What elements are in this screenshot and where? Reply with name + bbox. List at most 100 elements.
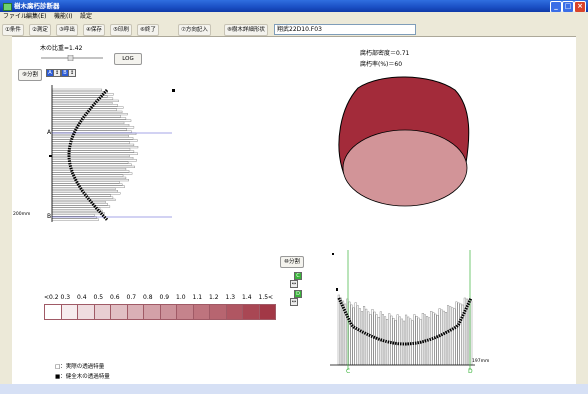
profile-bar [51,187,116,190]
healthy-horizontal-curve [337,297,473,346]
color-scale-label: 1.4 [242,294,252,301]
toolbar-tree-shape-button[interactable]: ⑧樹木詳細形状 [224,24,268,36]
spin-d-value[interactable]: D [294,290,302,298]
density-slider[interactable] [40,55,104,61]
color-scale-label: 0.7 [126,294,137,301]
profile-bar [51,178,129,182]
profile-bar [51,150,135,153]
decay-area-shape [342,129,468,207]
profile-bar [377,317,380,366]
profile-bar [442,310,445,366]
profile-bar [51,119,132,122]
wood-density-label: 木の比重=1.42 [40,45,83,52]
profile-bar [400,318,403,366]
profile-bar [51,156,134,160]
color-scale-label: 1.1 [192,294,203,301]
profile-bar [51,218,99,221]
color-scale-cell [126,304,144,320]
app-icon [3,3,12,11]
marker-d-label: D [468,368,473,375]
profile-bar [467,299,471,366]
profile-bar [339,297,343,366]
legend-actual: □：実際の透過特量 [55,364,105,370]
profile-bar [51,154,130,157]
profile-bar [51,209,103,212]
profile-bar [51,185,125,188]
log-button[interactable]: LOG [114,53,142,65]
spin-b-arrows[interactable]: ↕ [68,69,76,77]
profile-bar [51,121,125,124]
profile-bar [51,203,108,206]
color-scale-cell [159,304,177,320]
profile-bar [365,308,368,366]
profile-bar [51,90,108,94]
decay-density-text: 腐朽部密度＝0.71 [360,50,410,57]
profile-bar [51,99,119,102]
profile-bar [457,302,460,366]
spin-d-arrows[interactable]: ↔ [290,298,298,306]
profile-bar [440,309,443,366]
toolbar-conditions-button[interactable]: ①条件 [2,24,24,36]
color-scale-cell [258,304,276,320]
color-scale-cell [143,304,161,320]
toolbar-exit-button[interactable]: ⑥終了 [137,24,159,36]
profile-bar [337,294,340,366]
horizontal-profile-chart [330,250,475,370]
menu-function[interactable]: 機能(I) [54,13,73,20]
profile-bar [459,303,462,366]
color-scale-cell [60,304,78,320]
profile-bar [51,104,118,107]
split-button-bottom[interactable]: ⑩分割 [280,256,304,268]
profile-bar [51,207,101,210]
right-frame [576,36,588,384]
trunk-cross-section [338,76,470,207]
toolbar-load-button[interactable]: ③呼出 [56,24,78,36]
profile-bar [455,301,458,366]
profile-bar [421,313,424,366]
menu-file[interactable]: ファイル [3,13,28,20]
menu-settings[interactable]: 設定 [80,13,93,20]
profile-bar [51,97,114,100]
profile-bar [51,146,139,149]
profile-bar [409,318,412,366]
profile-bar [51,108,117,111]
color-scale-label: 1.0 [176,294,186,301]
spin-c-value[interactable]: C [294,272,302,280]
color-scale-cell [44,304,62,320]
spin-c-arrows[interactable]: ↔ [290,280,298,288]
profile-bar [51,167,127,171]
profile-bar [51,170,130,173]
menu-edit[interactable]: 編集(E) [26,13,47,20]
profile-bar [379,311,382,366]
color-scale-cell [176,304,194,320]
color-scale-label: 0.3 [60,294,71,301]
legend-healthy: ■：健全木の透過特量 [55,374,110,380]
profile-bar [354,302,357,366]
profile-bar [396,314,399,366]
profile-bar [51,130,132,133]
profile-bar [453,308,456,366]
spin-a-arrows[interactable]: ↕ [53,69,61,77]
toolbar-measure-button[interactable]: ②測定 [29,24,51,36]
profile-bar [51,143,135,146]
color-scale-cell [110,304,128,320]
toolbar-direction-button[interactable]: ⑦方向記入 [178,24,211,36]
profile-bar [367,311,370,366]
profile-bar [352,307,355,366]
toolbar-print-button[interactable]: ⑤印刷 [110,24,132,36]
profile-bar [356,305,359,366]
profile-bar [413,314,416,366]
toolbar-save-button[interactable]: ④保存 [83,24,105,36]
status-bar [0,384,588,394]
color-scale-label: 0.5 [93,294,104,301]
menu-bar: ファイル 編集(E) 機能(I) 設定 [0,12,588,22]
depth-label: 200mm [13,212,31,217]
profile-bar [51,181,120,184]
profile-bar [51,102,113,105]
maximize-button[interactable]: □ [562,1,574,13]
profile-bar [51,172,133,175]
file-path-field[interactable]: 翔武22D10.F03 [274,24,416,35]
vertical-profile-bars [51,88,139,221]
profile-bar [51,141,130,144]
split-button-top[interactable]: ⑨分割 [18,69,42,81]
